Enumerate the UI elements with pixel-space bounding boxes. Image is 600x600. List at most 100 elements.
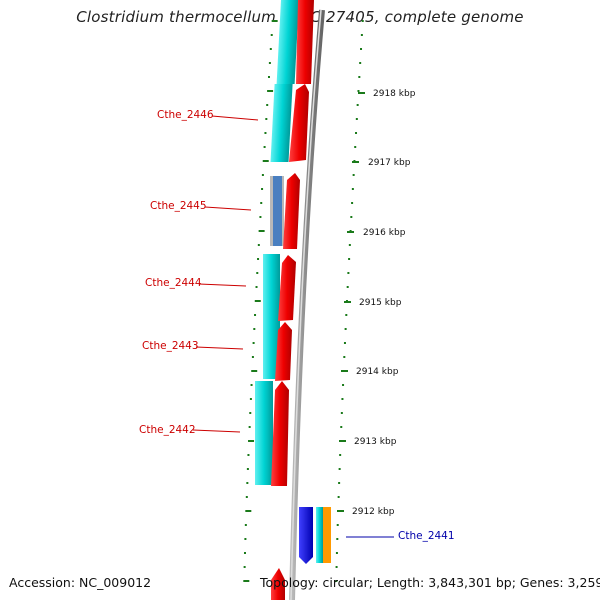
- ring-dot: [248, 440, 255, 442]
- ring-dot: [348, 244, 351, 246]
- ring-dot: [355, 118, 358, 120]
- ring-dot: [266, 104, 269, 106]
- topology-text: Topology: circular; Length: 3,843,301 bp…: [260, 575, 600, 590]
- cds-arrow: [271, 381, 289, 486]
- ring-dot: [259, 216, 262, 218]
- ring-dot: [350, 216, 353, 218]
- ring-dot: [343, 342, 346, 344]
- ring-dot: [253, 328, 256, 330]
- ring-dot: [351, 188, 354, 190]
- ring-dot: [243, 552, 246, 554]
- ring-dot: [246, 482, 249, 484]
- gene-label-cthe-2445[interactable]: Cthe_2445: [150, 200, 207, 212]
- ring-dot: [345, 314, 348, 316]
- ring-dot: [250, 384, 253, 386]
- ring-dot: [247, 454, 250, 456]
- ring-dot: [344, 328, 347, 330]
- ring-dot: [252, 342, 255, 344]
- cds-track: [271, 0, 314, 600]
- kbp-tick-labels: 2918 kbp 2917 kbp 2916 kbp 2915 kbp 2914…: [337, 89, 416, 517]
- ring-dot: [244, 524, 247, 526]
- genome-backbone-highlight: [290, 9, 322, 600]
- leader-line: [198, 283, 247, 287]
- ring-dot: [361, 20, 364, 22]
- ring-dot: [338, 482, 341, 484]
- ring-dot: [269, 48, 272, 50]
- ring-dot: [263, 146, 266, 148]
- ring-dot: [257, 244, 260, 246]
- feature-cluster-cthe2441: [299, 507, 331, 564]
- gene-label-cthe-2443[interactable]: Cthe_2443: [142, 340, 199, 352]
- kbp-label-2918: 2918 kbp: [373, 89, 416, 99]
- ring-dot: [257, 258, 260, 260]
- kbp-label-2912: 2912 kbp: [352, 507, 395, 517]
- feature-block: [270, 84, 293, 162]
- ring-dot: [267, 90, 274, 92]
- ring-dot: [249, 398, 252, 400]
- ring-dot: [256, 272, 259, 274]
- gene-label-cthe-2444[interactable]: Cthe_2444: [145, 277, 202, 289]
- feature-block: [255, 381, 273, 485]
- ring-dot: [262, 160, 269, 162]
- kbp-label-2913: 2913 kbp: [354, 437, 397, 447]
- ring-dot: [356, 104, 359, 106]
- orange-feature: [323, 507, 331, 563]
- leader-line: [211, 115, 259, 121]
- ring-dot: [337, 496, 340, 498]
- feature-block: [263, 254, 280, 379]
- kbp-label-2916: 2916 kbp: [363, 228, 406, 238]
- ring-dot: [352, 174, 355, 176]
- feature-block: [273, 176, 282, 246]
- ring-dot: [357, 90, 360, 92]
- ring-dot: [265, 118, 268, 120]
- accession-text: Accession: NC_009012: [9, 575, 152, 590]
- ring-dot: [245, 496, 248, 498]
- ring-dot: [244, 538, 247, 540]
- ring-dot: [348, 258, 351, 260]
- ring-dot: [335, 552, 338, 554]
- ring-dot: [359, 62, 362, 64]
- cds-arrow: [278, 255, 296, 321]
- ring-dot: [271, 20, 278, 22]
- ring-dot: [254, 314, 257, 316]
- ring-dot: [270, 34, 273, 36]
- ring-dot: [246, 468, 249, 470]
- ring-dot: [340, 412, 343, 414]
- ring-dot: [254, 300, 261, 302]
- ring-dot: [360, 34, 363, 36]
- ring-dot: [339, 454, 342, 456]
- leader-line: [195, 346, 244, 350]
- leader-line: [192, 429, 241, 433]
- label-leaders: [192, 115, 394, 538]
- cyan-feature: [316, 507, 323, 563]
- ring-dot: [336, 524, 339, 526]
- ring-dot: [335, 580, 338, 582]
- ring-dot: [251, 356, 254, 358]
- ring-dot: [354, 146, 357, 148]
- ring-dot: [260, 202, 263, 204]
- cds-arrow: [289, 84, 309, 162]
- ring-dot: [243, 566, 246, 568]
- ring-dot: [343, 356, 346, 358]
- gene-label-cthe-2446[interactable]: Cthe_2446: [157, 109, 214, 121]
- gene-label-cthe-2441[interactable]: Cthe_2441: [398, 530, 455, 542]
- ring-dot: [264, 132, 267, 134]
- feature-track-cyan: [255, 0, 299, 485]
- leader-line: [204, 206, 252, 211]
- gene-label-cthe-2442[interactable]: Cthe_2442: [139, 424, 196, 436]
- ring-dot: [251, 370, 258, 372]
- ring-dot: [267, 76, 270, 78]
- feature-block: [276, 0, 299, 84]
- blue-cds-arrow: [299, 507, 313, 564]
- gene-labels: Cthe_2446 Cthe_2445 Cthe_2444 Cthe_2443 …: [139, 109, 455, 542]
- ring-dot: [360, 48, 363, 50]
- ring-dot: [351, 202, 354, 204]
- ring-dot: [255, 286, 258, 288]
- ring-dot: [261, 188, 264, 190]
- cds-arrow: [296, 0, 314, 84]
- cds-arrow: [275, 322, 292, 381]
- ring-dot: [355, 132, 358, 134]
- ring-dot: [341, 398, 344, 400]
- ring-dot: [249, 412, 252, 414]
